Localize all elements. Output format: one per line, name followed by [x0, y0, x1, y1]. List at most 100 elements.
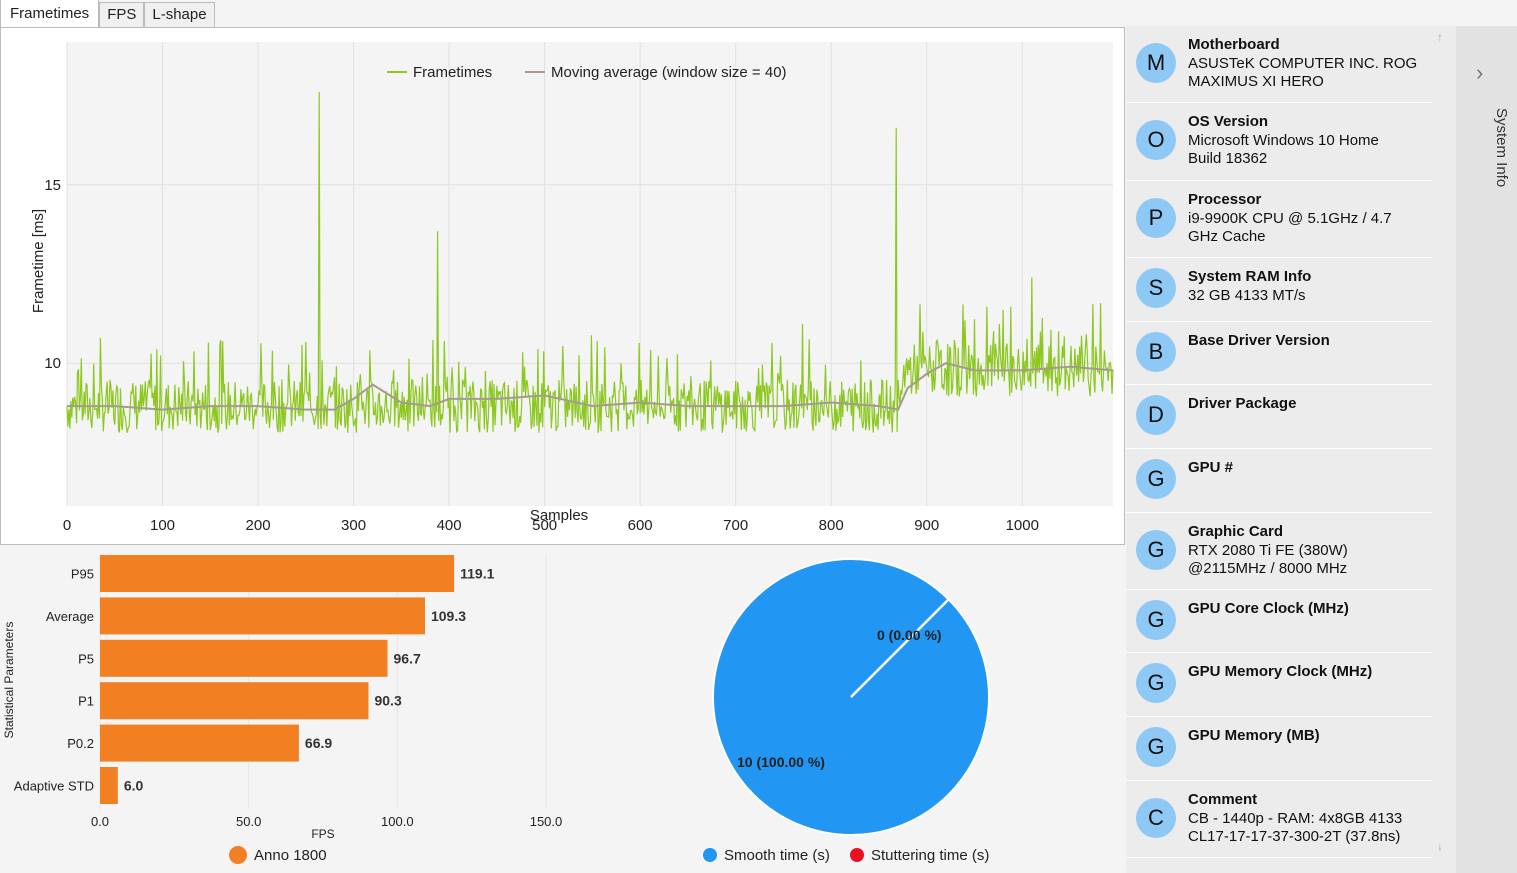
sidebar-item-title: Processor	[1188, 191, 1262, 208]
x-tick-label: 800	[819, 517, 844, 534]
pie-slice-stuttering	[850, 598, 950, 698]
chevron-right-icon[interactable]: ›	[1476, 60, 1484, 85]
system-info-flyout[interactable]: › System Info	[1456, 26, 1517, 873]
frametime-chart: 0 100 200 300 400 500 600 700 800 900 1000 10 15 Samp…	[30, 42, 1114, 534]
sidebar-scrollbar[interactable]: ↑ ↓	[1432, 26, 1456, 873]
legend-moving-average-label: Moving average (window size = 40)	[551, 64, 787, 81]
sidebar-item-value-line: i9-9900K CPU @ 5.1GHz / 4.7	[1188, 210, 1392, 227]
sidebar-item-value: ASUSTeK COMPUTER INC. ROG MAXIMUS XI HERO	[1188, 55, 1424, 91]
sidebar-item-value: 32 GB 4133 MT/s	[1188, 287, 1424, 305]
tab-frametimes[interactable]: Frametimes	[0, 0, 100, 27]
y-tick-label: 15	[44, 177, 61, 194]
sidebar-item-title: Graphic Card	[1188, 523, 1284, 540]
sidebar-item-base-driver-version[interactable]: B Base Driver Version	[1126, 322, 1432, 385]
sidebar-item-gpu-memory-mb[interactable]: G GPU Memory (MB)	[1126, 717, 1432, 781]
sidebar-item-system-ram-info[interactable]: S System RAM Info 32 GB 4133 MT/s	[1126, 258, 1432, 322]
sidebar-item-title: System RAM Info	[1188, 268, 1312, 285]
bar-category-label: P5	[78, 651, 94, 666]
sidebar-item-driver-package[interactable]: D Driver Package	[1126, 385, 1432, 449]
sidebar-item-value-line: ASUSTeK COMPUTER INC. ROG	[1188, 55, 1418, 72]
sidebar-item-value: RTX 2080 Ti FE (380W) @2115MHz / 8000 MHz	[1188, 542, 1424, 578]
fps-bar-chart: 0.0 50.0 100.0 150.0 P95 119.1 Average 109.3 P5 9…	[2, 555, 562, 864]
sidebar-item-comment[interactable]: C Comment CB - 1440p - RAM: 4x8GB 4133 CL17…	[1126, 781, 1432, 858]
bar-value-label: 119.1	[460, 566, 494, 582]
avatar: S	[1136, 268, 1176, 308]
sidebar-item-value-line: @2115MHz / 8000 MHz	[1188, 560, 1348, 577]
legend-frametimes-label: Frametimes	[413, 64, 492, 81]
sidebar-item-processor[interactable]: P Processor i9-9900K CPU @ 5.1GHz / 4.7 GHz…	[1126, 181, 1432, 258]
sidebar-item-title: GPU #	[1188, 459, 1234, 476]
sidebar-item-title: GPU Memory Clock (MHz)	[1188, 663, 1373, 680]
sidebar-item-value-line: MAXIMUS XI HERO	[1188, 73, 1324, 90]
bar-y-axis-label: Statistical Parameters	[2, 622, 16, 739]
sidebar-item-graphic-card[interactable]: G Graphic Card RTX 2080 Ti FE (380W) @2115M…	[1126, 513, 1432, 590]
bar-p1	[100, 682, 369, 720]
frametimes-series-line	[66, 91, 1114, 434]
bar-category-label: Average	[46, 609, 94, 624]
avatar: G	[1136, 727, 1176, 767]
legend-stuttering-swatch	[850, 848, 864, 862]
legend-anno-label: Anno 1800	[254, 847, 327, 864]
avatar: G	[1136, 600, 1176, 640]
x-tick-label: 500	[532, 517, 557, 534]
frametime-chart-panel: 0 100 200 300 400 500 600 700 800 900 1000 10 15 Samp…	[0, 27, 1125, 545]
arrow-down-icon[interactable]: ↓	[1437, 839, 1443, 853]
moving-average-series-line	[67, 362, 1114, 411]
sidebar-item-value: Microsoft Windows 10 Home Build 18362	[1188, 132, 1424, 168]
avatar: C	[1136, 798, 1176, 838]
x-tick-label: 300	[341, 517, 366, 534]
bar-x-tick-label: 50.0	[236, 814, 261, 829]
legend-smooth-swatch	[703, 848, 717, 862]
tab-bar: Frametimes FPS L-shape	[0, 0, 1126, 27]
plot-area	[67, 42, 1113, 506]
sidebar-item-gpu-core-clock-mhz[interactable]: G GPU Core Clock (MHz)	[1126, 590, 1432, 653]
y-tick-label: 10	[44, 355, 61, 372]
avatar: P	[1136, 198, 1176, 238]
sidebar-item-value-line: Build 18362	[1188, 150, 1268, 167]
tab-fps[interactable]: FPS	[99, 2, 145, 27]
avatar: G	[1136, 663, 1176, 703]
sidebar-item-title: Base Driver Version	[1188, 332, 1330, 349]
y-axis-label: Frametime [ms]	[30, 209, 47, 313]
x-tick-label: 700	[723, 517, 748, 534]
bar-value-label: 96.7	[394, 650, 421, 666]
sidebar-item-value-line: RTX 2080 Ti FE (380W)	[1188, 542, 1348, 559]
bar-p0-2	[100, 724, 299, 762]
sidebar-item-value-line: CB - 1440p - RAM: 4x8GB 4133	[1188, 810, 1403, 827]
bar-category-label: Adaptive STD	[14, 779, 94, 794]
bar-value-label: 66.9	[305, 735, 332, 751]
stats-panel: 0.0 50.0 100.0 150.0 P95 119.1 Average 109.3 P5 9…	[0, 545, 1126, 873]
bar-p95	[100, 555, 455, 592]
sidebar-item-title: Comment	[1188, 791, 1258, 808]
sidebar-item-gpu[interactable]: G GPU #	[1126, 449, 1432, 513]
sidebar-item-value-line: GHz Cache	[1188, 228, 1266, 245]
bar-average	[100, 597, 425, 635]
sidebar-item-motherboard[interactable]: M Motherboard ASUSTeK COMPUTER INC. ROG MAX…	[1126, 26, 1432, 103]
x-tick-label: 600	[628, 517, 653, 534]
x-tick-label: 0	[63, 517, 71, 534]
sidebar-item-value: i9-9900K CPU @ 5.1GHz / 4.7 GHz Cache	[1188, 210, 1424, 246]
bar-adaptive-std	[100, 767, 118, 804]
sidebar-item-os-version[interactable]: O OS Version Microsoft Windows 10 Home Buil…	[1126, 103, 1432, 181]
avatar: G	[1136, 530, 1176, 570]
x-tick-label: 900	[914, 517, 939, 534]
x-axis-label: Samples	[530, 507, 588, 524]
bar-value-label: 109.3	[431, 608, 466, 624]
system-info-label: System Info	[1493, 108, 1510, 188]
sidebar-item-gpu-memory-clock-mhz[interactable]: G GPU Memory Clock (MHz)	[1126, 653, 1432, 717]
stutter-pie-chart: 0 (0.00 %) 10 (100.00 %) Smooth time (s) St…	[703, 558, 990, 864]
bar-category-label: P1	[78, 694, 94, 709]
legend-stuttering-label: Stuttering time (s)	[871, 847, 989, 864]
avatar: G	[1136, 459, 1176, 499]
bar-value-label: 90.3	[374, 693, 401, 709]
sidebar-item-value-line: CL17-17-17-37-300-2T (37.8ns)	[1188, 828, 1401, 845]
bar-x-tick-label: 100.0	[381, 814, 414, 829]
bar-category-label: P95	[71, 567, 94, 582]
tab-l-shape[interactable]: L-shape	[144, 2, 215, 27]
bar-category-label: P0.2	[67, 736, 94, 751]
arrow-up-icon[interactable]: ↑	[1437, 30, 1443, 44]
bar-value-label: 6.0	[124, 778, 144, 794]
sidebar-item-value: CB - 1440p - RAM: 4x8GB 4133 CL17-17-17-3…	[1188, 810, 1424, 846]
sidebar-item-value-line: Microsoft Windows 10 Home	[1188, 132, 1379, 149]
avatar: M	[1136, 43, 1176, 83]
